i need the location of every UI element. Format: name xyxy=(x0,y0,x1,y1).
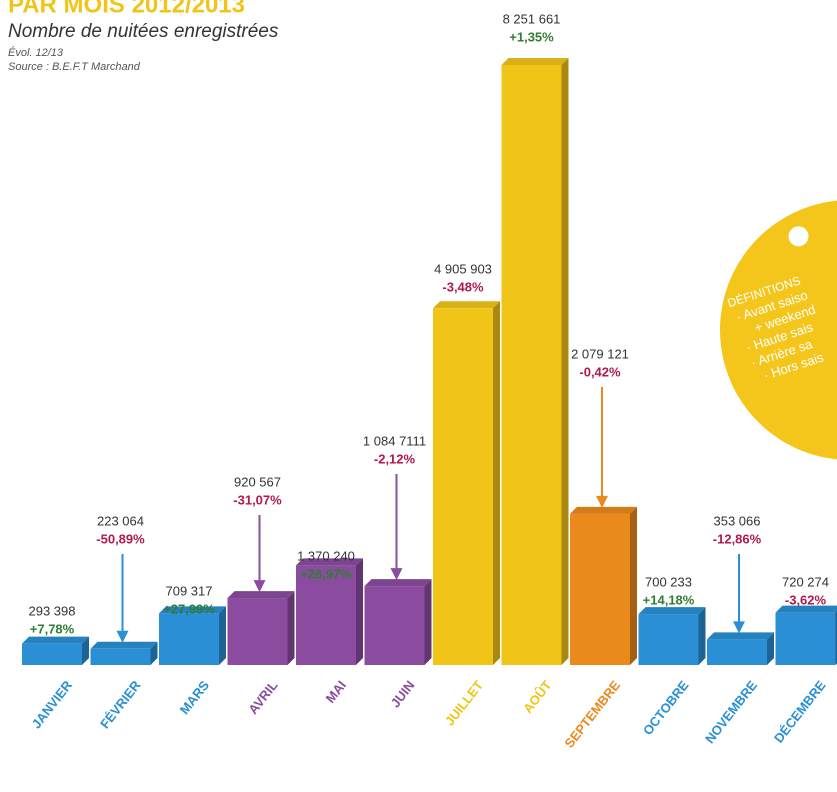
change-label: +27,99% xyxy=(163,601,215,616)
value-label: 709 317 xyxy=(166,583,213,598)
bar-top xyxy=(570,507,637,514)
subtitle: Nombre de nuitées enregistrées xyxy=(8,21,279,42)
bar-top xyxy=(22,637,89,644)
x-tick-label: NOVEMBRE xyxy=(702,677,760,746)
bar xyxy=(365,586,425,665)
bar-side xyxy=(288,591,295,665)
change-label: -3,62% xyxy=(785,592,827,607)
x-tick-label: DÉCEMBRE xyxy=(771,677,829,745)
bar xyxy=(502,65,562,665)
bar-side xyxy=(493,301,500,665)
bar-top xyxy=(707,632,774,639)
bar-side xyxy=(699,607,706,665)
bar xyxy=(22,644,82,665)
change-label: -31,07% xyxy=(233,492,282,507)
change-label: +26,97% xyxy=(300,566,352,581)
change-label: +1,35% xyxy=(509,29,554,44)
bar xyxy=(433,308,493,665)
value-label: 293 398 xyxy=(29,603,76,618)
bar-side xyxy=(425,579,432,665)
bar-top xyxy=(502,58,569,65)
value-label: 353 066 xyxy=(714,513,761,528)
arrow-head xyxy=(391,568,403,580)
bar-side xyxy=(630,507,637,665)
change-label: -12,86% xyxy=(713,531,762,546)
note: Évol. 12/13 xyxy=(8,46,64,59)
value-label: 920 567 xyxy=(234,474,281,489)
arrow-head xyxy=(254,580,266,592)
x-tick-label: JANVIER xyxy=(29,677,76,731)
chart-title: PAR MOIS 2012/2013 xyxy=(8,0,245,18)
bar xyxy=(159,613,219,665)
x-tick-label: AOÛT xyxy=(520,678,555,716)
value-label: 1 084 7111 xyxy=(363,433,426,448)
bar-top xyxy=(365,579,432,586)
value-label: 8 251 661 xyxy=(503,11,561,26)
bar-top xyxy=(228,591,295,598)
value-label: 223 064 xyxy=(97,513,144,528)
bar xyxy=(91,649,151,665)
change-label: -50,89% xyxy=(96,531,145,546)
change-label: -0,42% xyxy=(579,364,621,379)
x-tick-label: MAI xyxy=(323,678,349,706)
x-tick-label: JUIN xyxy=(388,678,418,711)
x-tick-label: MARS xyxy=(177,677,213,717)
definitions: DÉFINITIONS · Avant saiso + weekend · Ha… xyxy=(686,166,837,494)
arrow-head xyxy=(117,631,129,643)
bar xyxy=(228,598,288,665)
bar xyxy=(639,614,699,665)
x-tick-label: FÉVRIER xyxy=(97,677,144,731)
bar-top xyxy=(639,607,706,614)
value-label: 1 370 240 xyxy=(297,548,355,563)
bar-side xyxy=(562,58,569,665)
bar-top xyxy=(91,642,158,649)
arrow-head xyxy=(733,621,745,633)
value-label: 4 905 903 xyxy=(434,261,492,276)
bar-side xyxy=(356,558,363,665)
source: Source : B.E.F.T Marchand xyxy=(8,61,141,73)
value-label: 700 233 xyxy=(645,574,692,589)
change-label: -2,12% xyxy=(374,451,416,466)
value-label: 2 079 121 xyxy=(571,346,629,361)
bar-side xyxy=(219,606,226,665)
x-tick-label: OCTOBRE xyxy=(640,677,692,738)
change-label: -3,48% xyxy=(442,279,484,294)
change-label: +14,18% xyxy=(643,592,695,607)
bar xyxy=(776,613,836,665)
bar xyxy=(570,514,630,665)
x-tick-label: JUILLET xyxy=(442,678,486,729)
value-label: 720 274 xyxy=(782,574,829,589)
change-label: +7,78% xyxy=(30,621,75,636)
x-tick-label: AVRIL xyxy=(245,678,280,717)
bar xyxy=(707,639,767,665)
arrow-head xyxy=(596,496,608,508)
bar-top xyxy=(433,301,500,308)
x-tick-label: SEPTEMBRE xyxy=(561,677,623,750)
